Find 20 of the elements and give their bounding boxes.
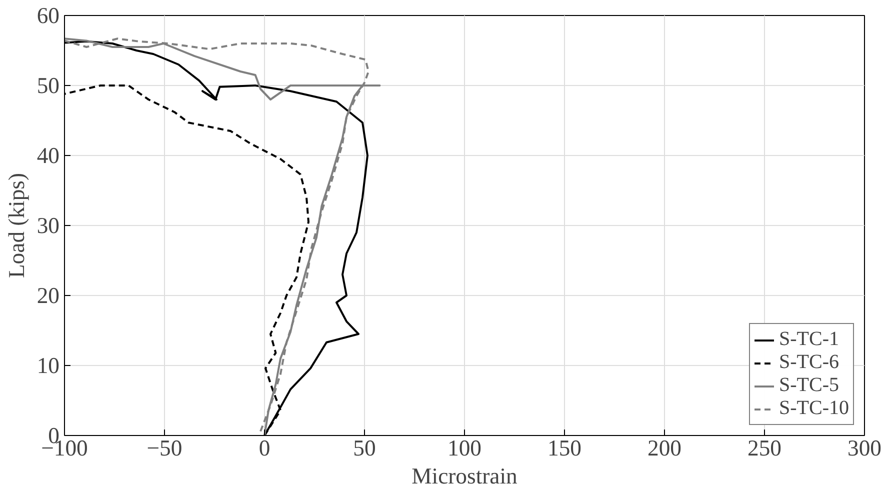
y-tick-label: 60 <box>36 3 60 28</box>
x-tick-label: 150 <box>548 436 582 460</box>
y-tick-label: 30 <box>36 213 60 238</box>
legend-label: S-TC-5 <box>779 374 839 397</box>
x-tick-label: 250 <box>748 436 782 460</box>
x-tick-label: 50 <box>353 436 376 460</box>
y-tick-label: 40 <box>36 143 60 168</box>
legend-label: S-TC-10 <box>779 397 849 420</box>
x-tick-label: 300 <box>848 436 882 460</box>
y-tick-label: 50 <box>36 73 60 98</box>
x-tick-label: 100 <box>448 436 482 460</box>
x-tick-label: 0 <box>258 436 270 460</box>
x-axis-title: Microstrain <box>412 464 518 488</box>
y-tick-label: 10 <box>36 353 60 378</box>
x-tick-label: −50 <box>146 436 182 460</box>
legend-label: S-TC-1 <box>779 328 839 351</box>
x-tick-label: 200 <box>648 436 682 460</box>
y-tick-label: 20 <box>36 283 60 308</box>
y-axis-title: Load (kips) <box>4 172 29 278</box>
legend-label: S-TC-6 <box>779 351 839 374</box>
